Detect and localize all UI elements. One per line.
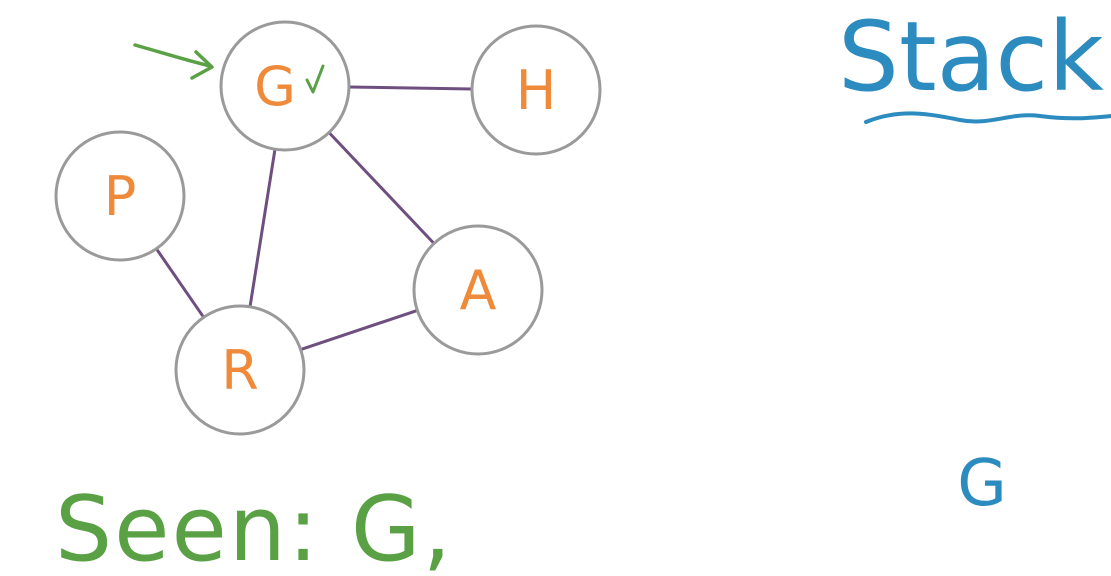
edge-p-r	[154, 247, 206, 319]
node-label: H	[516, 59, 557, 122]
start-arrow-icon	[133, 43, 214, 80]
stack-items: G	[957, 447, 1007, 521]
node-r: R	[174, 304, 306, 436]
node-p: P	[54, 130, 186, 262]
node-circle	[174, 304, 306, 436]
node-circle	[412, 224, 544, 356]
edge-g-a	[327, 130, 436, 246]
node-h: H	[470, 24, 602, 156]
stack-title-underline	[864, 111, 1111, 124]
node-label: A	[460, 259, 497, 322]
edge-r-a	[299, 308, 419, 352]
seen-list: Seen: G,	[55, 477, 453, 576]
node-circle	[219, 20, 351, 152]
edge-g-h	[347, 85, 474, 91]
graph-nodes: G H P A R	[54, 20, 602, 436]
node-circle	[54, 130, 186, 262]
node-circle	[470, 24, 602, 156]
node-label: P	[104, 165, 137, 228]
stack-title: Stack	[838, 1, 1104, 113]
graph-edges	[154, 85, 474, 352]
node-a: A	[412, 224, 544, 356]
node-label: R	[221, 339, 259, 402]
stack-item: G	[957, 447, 1007, 521]
visited-check-icon	[305, 64, 325, 94]
edge-g-r	[248, 147, 277, 309]
node-g: G	[219, 20, 351, 152]
node-label: G	[254, 55, 296, 118]
